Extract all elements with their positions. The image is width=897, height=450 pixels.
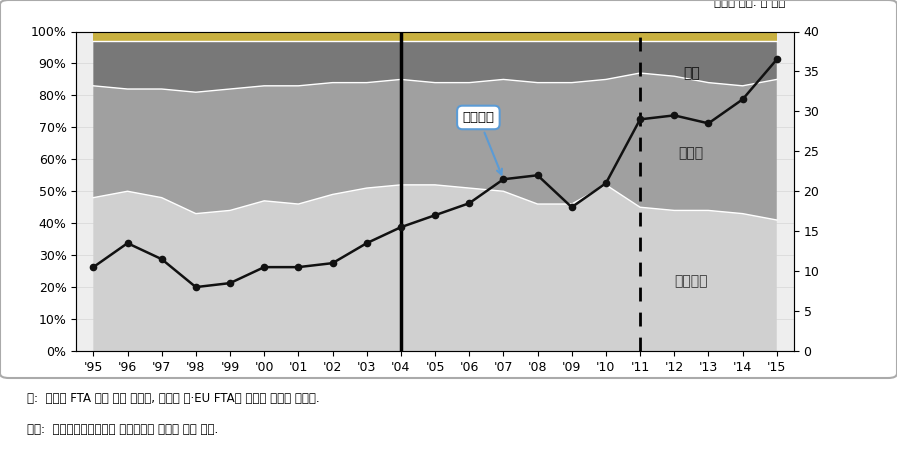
Text: 가공식품: 가공식품 xyxy=(675,274,708,288)
Text: 주:  실선은 FTA 이행 초기 시작점, 점선은 한·EU FTA가 발효된 연도를 나타냄.: 주: 실선은 FTA 이행 초기 시작점, 점선은 한·EU FTA가 발효된 … xyxy=(27,392,319,405)
Text: 총수입액: 총수입액 xyxy=(462,111,502,175)
Text: 곡류: 곡류 xyxy=(683,66,700,80)
Text: 수입액 단위: 억 달러: 수입액 단위: 억 달러 xyxy=(714,0,785,9)
Text: 자료:  한국무역통계진흥원 통계자료를 기초로 필자 작성.: 자료: 한국무역통계진흥원 통계자료를 기초로 필자 작성. xyxy=(27,423,218,436)
Text: 축산물: 축산물 xyxy=(679,146,704,160)
